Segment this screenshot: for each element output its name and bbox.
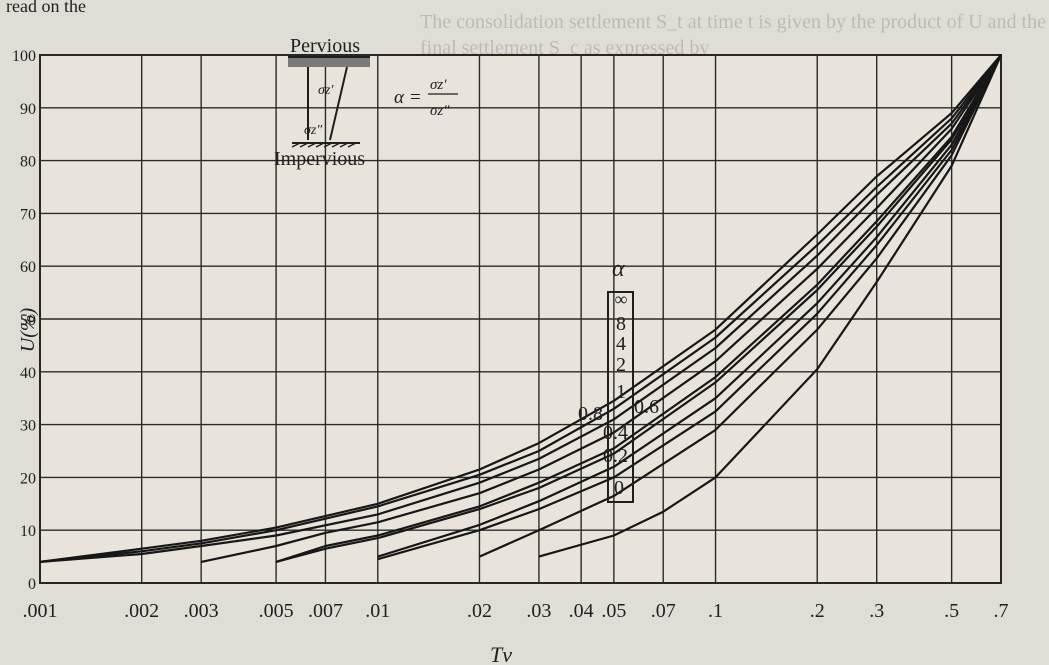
y-tick-label-4: 40 — [20, 365, 36, 382]
series-line-0 — [39, 54, 1002, 563]
x-tick-label-14: .5 — [944, 600, 959, 622]
series-line-9 — [538, 54, 1003, 558]
alpha-label-8: 8 — [616, 313, 626, 335]
x-tick-label-13: .3 — [869, 600, 884, 622]
alpha-denominator: σz″ — [430, 103, 450, 119]
x-tick-label-0: .001 — [23, 600, 58, 622]
series-line-3 — [200, 54, 1002, 563]
y-tick-label-5: 50 — [20, 312, 36, 329]
series-line-4 — [275, 54, 1002, 563]
alpha-equation-lhs: α = — [394, 87, 422, 108]
alpha-legend-title: α — [612, 256, 625, 282]
x-tick-label-6: .02 — [467, 600, 492, 622]
x-tick-label-12: .2 — [810, 600, 825, 622]
x-tick-label-15: .7 — [994, 600, 1009, 622]
y-tick-label-3: 30 — [20, 418, 36, 435]
alpha-legend-box — [607, 291, 634, 503]
curve-label-0-6: 0.6 — [634, 396, 659, 418]
y-tick-label-7: 70 — [20, 206, 36, 223]
stress-bottom-label: σz″ — [304, 123, 322, 138]
drainage-diagram: Pervious Impervious σz′ σz″ α = σz′ σz″ — [274, 35, 458, 170]
y-tick-label-1: 10 — [20, 523, 36, 540]
x-tick-label-7: .03 — [526, 600, 551, 622]
bleed-through-text-1: The consolidation settlement S_t at time… — [420, 11, 1046, 33]
x-tick-label-8: .04 — [569, 600, 594, 622]
series-layer — [39, 54, 1003, 563]
y-tick-label-0: 0 — [28, 576, 36, 593]
stress-top-label: σz′ — [318, 83, 334, 98]
top-page-fragment: read on the — [6, 0, 86, 16]
x-tick-label-11: .1 — [708, 600, 723, 622]
x-tick-label-4: .007 — [308, 600, 343, 622]
series-line-6 — [377, 54, 1002, 558]
y-tick-label-6: 60 — [20, 259, 36, 276]
diagram-right-edge — [329, 66, 348, 141]
series-line-7 — [377, 54, 1002, 561]
pervious-layer-hatch — [288, 57, 370, 67]
x-tick-label-10: .07 — [651, 600, 676, 622]
plot-area: .001 .002 .003 .005 .007 .01 .02 .03 .04 .05 .07 .1… — [12, 48, 1009, 622]
x-axis-label: Tv — [490, 642, 512, 665]
alpha-label-2: 2 — [616, 354, 626, 376]
y-tick-labels: 0 10 20 30 40 50 60 70 80 90 100 — [12, 48, 36, 593]
y-tick-label-2: 20 — [20, 470, 36, 487]
x-tick-label-1: .002 — [124, 600, 159, 622]
x-tick-label-2: .003 — [184, 600, 219, 622]
y-axis-label: U(%) — [17, 307, 39, 352]
curve-label-0-4: 0.4 — [603, 422, 628, 444]
x-tick-label-9: .05 — [601, 600, 626, 622]
alpha-legend: α ∞ 8 4 2 1 0.8 0.6 0.4 0.2 0 — [578, 256, 659, 503]
y-tick-label-9: 90 — [20, 101, 36, 118]
alpha-label-4: 4 — [616, 333, 626, 355]
series-line-8 — [479, 54, 1002, 558]
series-line-2 — [39, 54, 1002, 563]
x-tick-label-3: .005 — [259, 600, 294, 622]
x-tick-label-5: .01 — [365, 600, 390, 622]
curve-label-0-2: 0.2 — [603, 445, 628, 467]
impervious-label: Impervious — [274, 148, 365, 170]
bleed-through-text-2: final settlement S_c as expressed by — [420, 37, 709, 59]
curve-label-0: 0 — [614, 477, 624, 499]
alpha-label-infinity: ∞ — [615, 289, 628, 309]
series-line-1 — [39, 54, 1002, 563]
y-tick-label-8: 80 — [20, 154, 36, 171]
series-line-5 — [275, 54, 1002, 563]
alpha-numerator: σz′ — [430, 77, 447, 93]
y-tick-label-10: 100 — [12, 48, 36, 65]
x-tick-labels: .001 .002 .003 .005 .007 .01 .02 .03 .04 .05 .07 .1… — [23, 600, 1009, 622]
alpha-label-1: 1 — [616, 381, 626, 403]
pervious-label: Pervious — [290, 35, 360, 57]
impervious-hatch — [291, 142, 357, 148]
curve-label-0-8: 0.8 — [578, 403, 603, 425]
